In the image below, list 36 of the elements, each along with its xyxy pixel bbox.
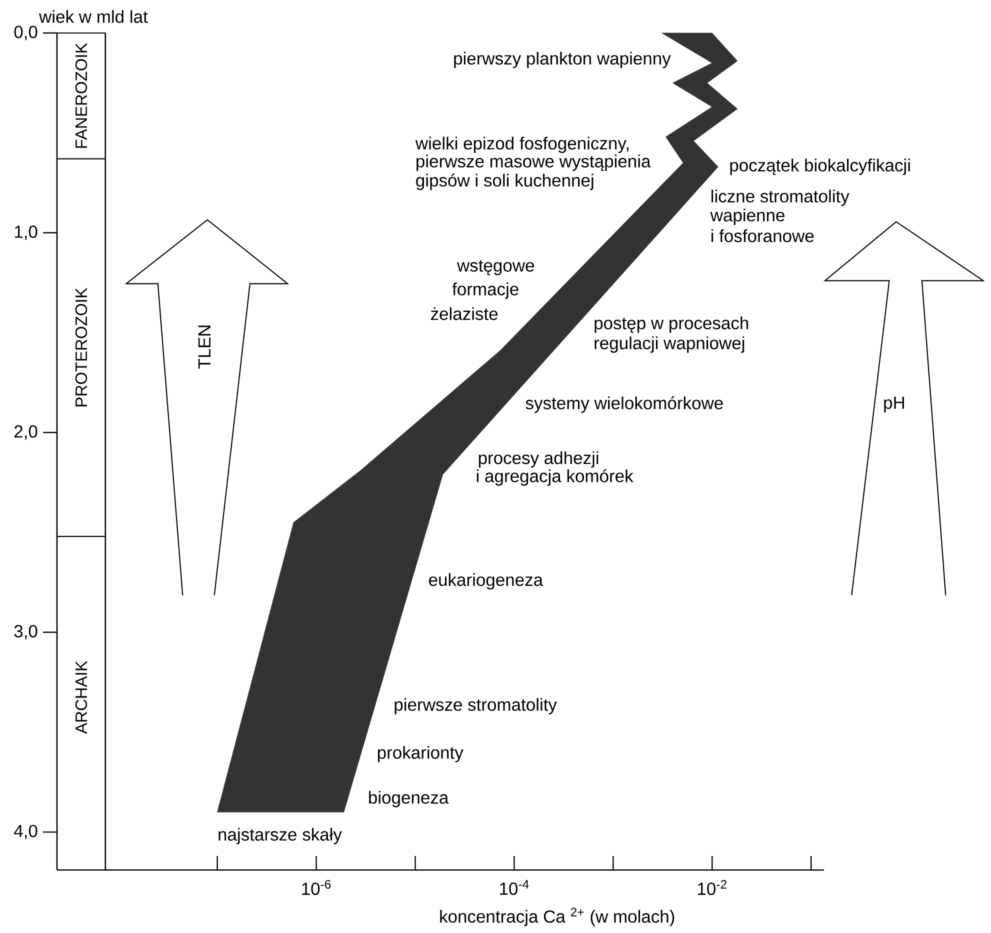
annotation: regulacji wapniowej: [594, 336, 744, 353]
annotation: pierwszy plankton wapienny: [454, 52, 671, 68]
annotation: biogeneza: [369, 790, 449, 808]
annotation: ARCHAIK: [75, 660, 88, 734]
annotation: wapienne: [710, 208, 784, 225]
x-axis-title: koncentracja Ca $^{2+}$ (w molach): [440, 908, 674, 926]
annotation: pierwsze stromatolity: [394, 698, 557, 714]
x-tick-label: 10$^{-4}$: [500, 880, 529, 895]
annotation: TLEN: [198, 326, 210, 369]
y-tick-label: 4,0: [14, 824, 38, 840]
x-tick-label: 10$^{-2}$: [698, 880, 726, 896]
text: pH: [884, 396, 904, 412]
annotation: formacje: [452, 282, 518, 299]
annotation: początek biokalcyfikacji: [730, 158, 910, 176]
y-axis-title: wiek w mld lat: [38, 10, 148, 23]
annotation: liczne stromatolity: [712, 190, 850, 206]
x-tick-label: 10$^{-6}$: [302, 880, 331, 896]
annotation: wstęgowe: [456, 260, 534, 276]
annotation: pierwsze masowe wystąpienia: [416, 154, 651, 172]
annotation: najstarsze skały: [218, 828, 342, 844]
annotation: FANEROZOIK: [75, 42, 88, 148]
y-tick-label: 3,0: [14, 625, 38, 640]
annotation: prokarionty: [378, 746, 464, 762]
annotation: eukariogeneza: [429, 573, 544, 590]
y-tick-label: 0,0: [14, 26, 38, 40]
annotation: i agregacja komórek: [476, 469, 634, 486]
annotation: postęp w procesach: [594, 316, 748, 333]
annotation: PROTEROZOIK: [75, 288, 88, 406]
y-tick-label: 1,0: [14, 226, 38, 240]
y-tick-label: 2,0: [14, 425, 38, 440]
annotation: i fosforanowe: [712, 229, 814, 242]
annotation: gipsów i soli kuchennej: [416, 174, 594, 190]
annotation: systemy wielokomórkowe: [526, 396, 723, 413]
annotation: procesy adhezji: [478, 451, 598, 468]
annotation: żelaziste: [430, 307, 498, 320]
annotation: wielki epizod fosfogeniczny,: [415, 136, 628, 154]
